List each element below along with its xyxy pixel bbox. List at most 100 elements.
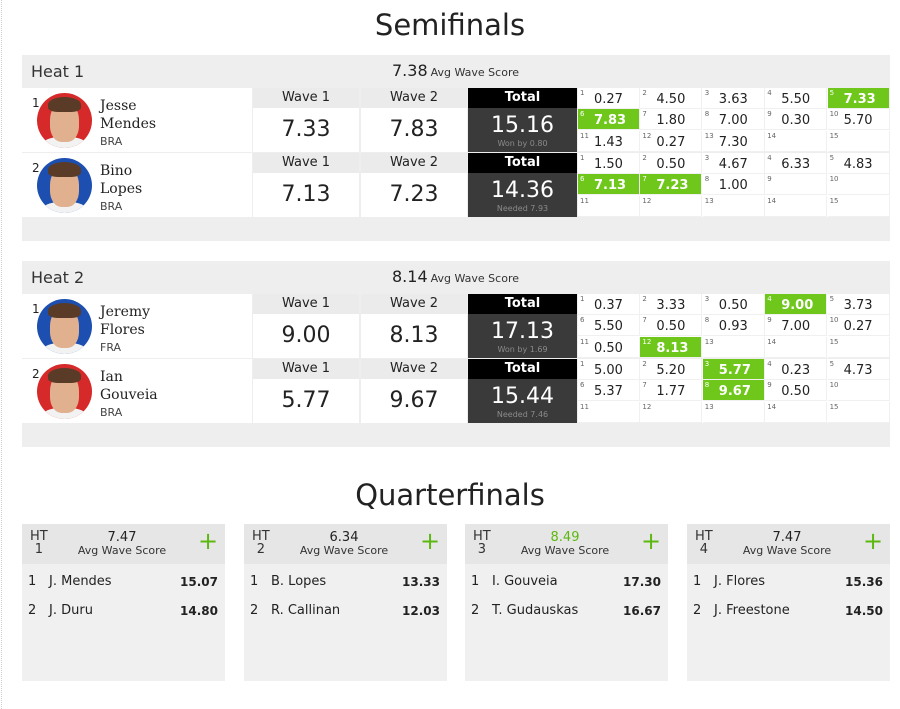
- athlete-info[interactable]: 1 Jesse Mendes BRA: [22, 88, 252, 152]
- wave-cell: 1 1.50: [578, 153, 640, 174]
- qf-result-row[interactable]: 2 R. Callinan 12.03: [250, 603, 440, 618]
- wave-index: 5: [829, 360, 835, 368]
- wave-1-score: Wave 1 7.33: [253, 88, 359, 152]
- wave-1-score: Wave 1 9.00: [253, 294, 359, 358]
- quarterfinal-heat-card[interactable]: HT 2 6.34 Avg Wave Score + 1 B. Lopes 13.33…: [244, 524, 447, 681]
- wave-index: 3: [704, 154, 710, 162]
- athlete-avatar[interactable]: [37, 158, 92, 213]
- wave-cell: 10 0.27: [827, 315, 890, 337]
- wave-score: 0.27: [594, 92, 623, 107]
- athlete-info[interactable]: 2 Bino Lopes BRA: [22, 153, 252, 217]
- qf-result-row[interactable]: 1 J. Flores 15.36: [693, 574, 883, 589]
- athlete-name[interactable]: Jeremy Flores: [100, 304, 151, 338]
- wave-cell: 6 5.50: [578, 315, 640, 337]
- wave-score: 3.73: [843, 298, 873, 313]
- wave-score: 0.50: [656, 157, 686, 172]
- result-note: Needed 7.46: [496, 410, 549, 419]
- wave-cell: 9 7.00: [765, 315, 828, 337]
- wave-score: 7.13: [594, 178, 627, 194]
- athlete-country: BRA: [100, 200, 123, 213]
- wave-index: 2: [642, 154, 647, 162]
- semifinal-heat-2: Heat 2 8.14 Avg Wave Score 1 Jeremy Flores…: [22, 261, 890, 447]
- wave-cell: 8 7.00: [702, 109, 765, 131]
- wave-index: 14: [767, 337, 777, 346]
- wave-score: 0.30: [781, 113, 811, 129]
- wave-cell: 11 0.50: [578, 336, 640, 358]
- athlete-avatar[interactable]: [37, 364, 92, 419]
- wave-score: 4.83: [843, 157, 873, 172]
- athlete-name[interactable]: Ian Gouveia: [100, 369, 158, 403]
- qf-result-row[interactable]: 2 T. Gudauskas 16.67: [471, 603, 661, 618]
- wave-2-score: Wave 2 8.13: [361, 294, 467, 358]
- quarterfinal-heat-card[interactable]: HT 1 7.47 Avg Wave Score + 1 J. Mendes 15.0…: [22, 524, 225, 681]
- wave-index: 10: [829, 110, 839, 119]
- expand-plus-icon[interactable]: +: [863, 527, 884, 555]
- qf-heat-header: HT 4 7.47 Avg Wave Score +: [687, 524, 890, 564]
- wave-index: 10: [829, 175, 839, 184]
- expand-plus-icon[interactable]: +: [420, 527, 441, 555]
- qf-heat-header: HT 3 8.49 Avg Wave Score +: [465, 524, 668, 564]
- wave-cell: 10: [827, 380, 890, 402]
- quarterfinal-heat-card[interactable]: HT 3 8.49 Avg Wave Score + 1 I. Gouveia 17.…: [465, 524, 668, 681]
- qf-result-row[interactable]: 1 B. Lopes 13.33: [250, 574, 440, 589]
- athlete-name[interactable]: Jesse Mendes: [100, 98, 157, 132]
- wave-cell: 3 5.77: [702, 359, 765, 380]
- wave-cell: 10: [827, 174, 890, 196]
- athlete-country: FRA: [100, 341, 122, 354]
- wave-cell: 2 5.20: [640, 359, 703, 380]
- athlete-row[interactable]: 1 Jesse Mendes BRA Wave 1 7.33 Wave 2 7.83 …: [22, 88, 890, 152]
- wave-index: 13: [704, 131, 714, 140]
- qf-result-row[interactable]: 1 I. Gouveia 17.30: [471, 574, 661, 589]
- qf-heat-number: HT 1: [30, 529, 48, 557]
- wave-index: 4: [767, 360, 772, 368]
- wave-score: 0.37: [594, 298, 623, 313]
- expand-plus-icon[interactable]: +: [198, 527, 219, 555]
- wave-index: 11: [580, 131, 589, 140]
- wave-cell: 9: [765, 174, 828, 196]
- wave-cell: 7 1.77: [640, 380, 703, 402]
- heat-name: Heat 1: [31, 62, 85, 81]
- quarterfinal-heat-card[interactable]: HT 4 7.47 Avg Wave Score + 1 J. Flores 15.3…: [687, 524, 890, 681]
- wave-index: 3: [704, 295, 710, 303]
- result-note: Needed 7.93: [496, 204, 549, 213]
- qf-result-row[interactable]: 2 J. Duru 14.80: [28, 603, 218, 618]
- wave-index: 12: [642, 131, 652, 140]
- qf-result-row[interactable]: 2 J. Freestone 14.50: [693, 603, 883, 618]
- wave-1-score: Wave 1 5.77: [253, 359, 359, 423]
- wave-score: 0.50: [718, 298, 748, 313]
- qf-result-row[interactable]: 1 J. Mendes 15.07: [28, 574, 218, 589]
- wave-index: 12: [642, 196, 652, 205]
- athlete-row[interactable]: 2 Ian Gouveia BRA Wave 1 5.77 Wave 2 9.67 T…: [22, 359, 890, 423]
- wave-score: 6.33: [781, 157, 811, 172]
- expand-plus-icon[interactable]: +: [641, 527, 662, 555]
- athlete-name[interactable]: Bino Lopes: [100, 163, 143, 197]
- wave-index: 1: [580, 154, 585, 162]
- wave-grid: 1 0.37 2 3.33 3 0.50 4 9.00 5 3.73 6 5.50 7 0.50 8 0.93…: [578, 294, 890, 358]
- wave-cell: 2 0.50: [640, 153, 703, 174]
- wave-cell: 5 3.73: [827, 294, 890, 315]
- wave-index: 12: [642, 402, 652, 411]
- wave-index: 7: [642, 175, 647, 184]
- athlete-info[interactable]: 2 Ian Gouveia BRA: [22, 359, 252, 423]
- wave-2-score: Wave 2 7.83: [361, 88, 467, 152]
- wave-score: 1.77: [656, 384, 686, 400]
- athlete-avatar[interactable]: [37, 93, 92, 148]
- wave-cell: 4 9.00: [765, 294, 828, 315]
- athlete-avatar[interactable]: [37, 299, 92, 354]
- qf-avg-label: Avg Wave Score: [299, 544, 389, 557]
- athlete-info[interactable]: 1 Jeremy Flores FRA: [22, 294, 252, 358]
- athlete-row[interactable]: 1 Jeremy Flores FRA Wave 1 9.00 Wave 2 8.13…: [22, 294, 890, 358]
- wave-cell: 1 0.27: [578, 88, 640, 109]
- wave-cell: 8 9.67: [702, 380, 765, 402]
- wave-index: 15: [829, 131, 839, 140]
- heat-avg-score: 8.14 Avg Wave Score: [392, 267, 519, 286]
- wave-score: 1.00: [718, 178, 748, 194]
- page-edge-divider: [1, 0, 2, 709]
- wave-cell: 2 4.50: [640, 88, 703, 109]
- athlete-row[interactable]: 2 Bino Lopes BRA Wave 1 7.13 Wave 2 7.23 To…: [22, 153, 890, 217]
- wave-index: 9: [767, 381, 772, 390]
- wave-index: 7: [642, 110, 647, 119]
- wave-index: 13: [704, 196, 714, 205]
- wave-score: 7.30: [718, 134, 748, 150]
- wave-score: 5.77: [718, 363, 751, 378]
